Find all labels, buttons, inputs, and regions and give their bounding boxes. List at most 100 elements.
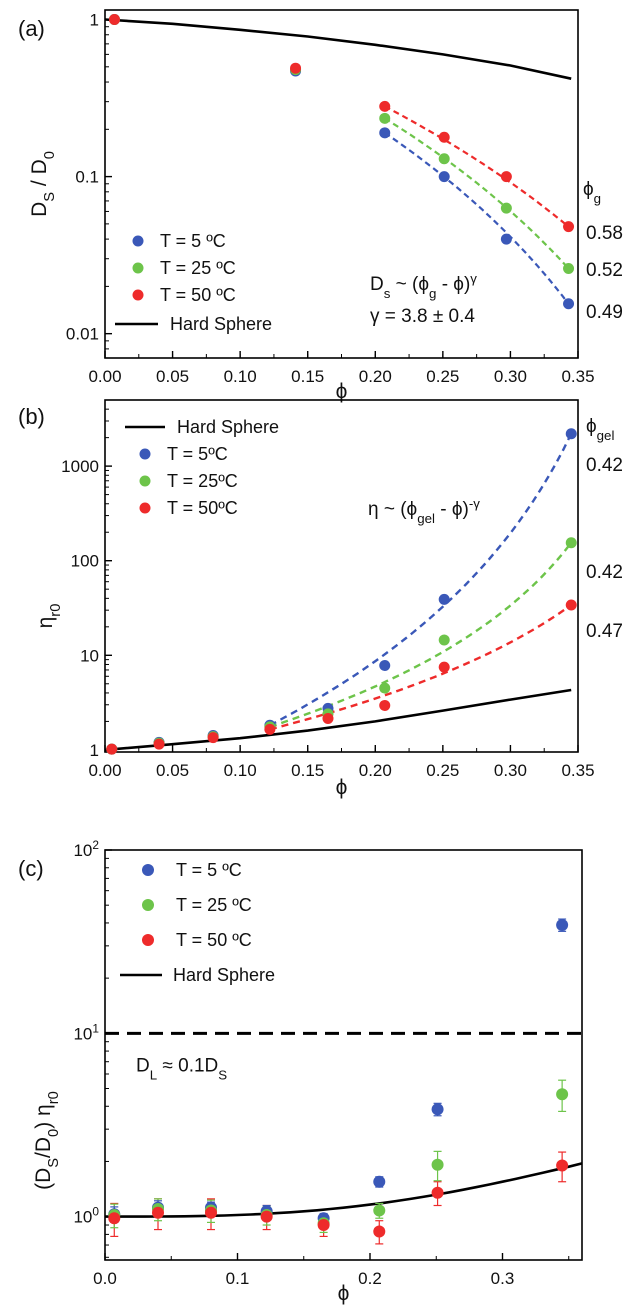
data-point [373,1225,386,1238]
data-point [556,918,569,931]
legend-label: Hard Sphere [177,417,279,437]
x-tick-label: 0.05 [156,761,189,780]
legend-label: T = 25 ºC [160,258,236,278]
legend-marker [142,864,154,876]
legend-label: T = 50 ºC [176,930,252,950]
x-axis-label: ϕ [336,776,348,799]
x-tick-label: 0.15 [291,367,324,386]
data-point [565,537,577,549]
data-point [438,634,450,646]
data-point [431,1103,444,1116]
y-tick-label: 0.1 [75,168,99,187]
x-tick-label: 0.0 [93,1269,117,1288]
data-point [373,1175,386,1188]
y-tick-label: 1 [90,741,99,760]
phi-g-value: 0.52 [586,260,623,281]
equation-gamma: γ = 3.8 ± 0.4 [370,306,475,327]
y-axis-label: DS / D0 [28,151,58,217]
phi-g-value: 0.58 [586,223,623,244]
plot-frame [104,849,583,1261]
phi-g-value: 0.49 [586,302,623,323]
data-point [563,221,575,233]
data-point [431,1186,444,1199]
reference-label: DL ≈ 0.1DS [136,1055,227,1082]
data-point [108,1212,121,1225]
data-point [500,233,512,245]
data-point [317,1219,330,1232]
y-tick-label: 1 [90,11,99,30]
y-tick-label: 102 [73,838,99,860]
data-point [152,1206,164,1219]
phi-gel-header: ϕgel [586,416,614,443]
y-tick-label: 10 [80,646,99,665]
equation-ds: Ds ~ (ϕg - ϕ)γ [370,271,477,301]
data-point [207,732,219,744]
panel-label: (a) [18,16,45,41]
legend-marker [142,934,154,946]
data-point [438,131,450,143]
y-axis-label: (DS/D0) ηr0 [32,1091,62,1190]
fit-line [269,604,572,731]
panel-label: (c) [18,856,44,881]
x-tick-label: 0.2 [358,1269,382,1288]
y-tick-label: 101 [73,1021,99,1043]
data-point [153,738,165,750]
x-tick-label: 0.25 [426,761,459,780]
data-point [373,1204,386,1217]
legend-marker [139,502,151,514]
y-tick-label: 100 [73,1205,99,1227]
data-point [379,699,391,711]
data-point [431,1158,444,1171]
x-tick-label: 0.3 [491,1269,515,1288]
data-point [438,593,450,605]
data-point [500,171,512,183]
phi-gel-value: 0.47 [586,621,623,642]
data-point [438,661,450,673]
x-tick-label: 0.00 [88,761,121,780]
phi-g-header: ϕg [583,179,601,206]
x-tick-label: 0.10 [224,761,257,780]
data-point [556,1159,569,1172]
y-tick-label: 1000 [61,457,99,476]
data-point [500,202,512,214]
data-point [565,599,577,611]
fit-line [269,433,573,727]
fit-line [384,117,570,270]
hard-sphere-line [104,18,572,80]
x-tick-label: 0.15 [291,761,324,780]
legend-label: T = 25 ºC [176,895,252,915]
legend-marker [132,289,144,301]
panel-label: (b) [18,404,45,429]
hard-sphere-line [104,688,572,752]
data-point [108,14,120,26]
x-tick-label: 0.30 [494,367,527,386]
panel-a: 0.00 0.05 0.10 0.15 0.20 0.25 0.30 0.35 1 0.1 0.01… [18,9,623,403]
data-point [563,262,575,274]
legend-marker [139,448,151,460]
legend-marker [142,899,154,911]
legend-label: T = 5 ºC [160,231,226,251]
data-point [322,712,334,724]
x-tick-label: 0.35 [561,761,594,780]
data-point [205,1206,217,1219]
x-tick-label: 0.05 [156,367,189,386]
x-axis-label: ϕ [336,380,348,403]
data-point [260,1210,273,1223]
data-point [106,743,118,755]
legend-label: T = 5 ºC [176,860,242,880]
y-tick-label: 100 [71,552,99,571]
panel-c: 0.0 0.1 0.2 0.3 100 101 102 (c) ϕ (DS/D0) ηr0 DL ≈… [18,838,583,1305]
x-tick-label: 0.35 [561,367,594,386]
legend-label: T = 50 ºC [160,285,236,305]
legend-label: Hard Sphere [173,965,275,985]
data-point [379,682,391,694]
data-point [290,62,302,74]
plot-frame [104,9,579,359]
data-point [556,1088,569,1101]
x-tick-label: 0.20 [359,761,392,780]
data-point [379,660,391,672]
y-tick-label: 0.01 [66,325,99,344]
x-tick-label: 0.25 [426,367,459,386]
data-point [379,127,391,139]
